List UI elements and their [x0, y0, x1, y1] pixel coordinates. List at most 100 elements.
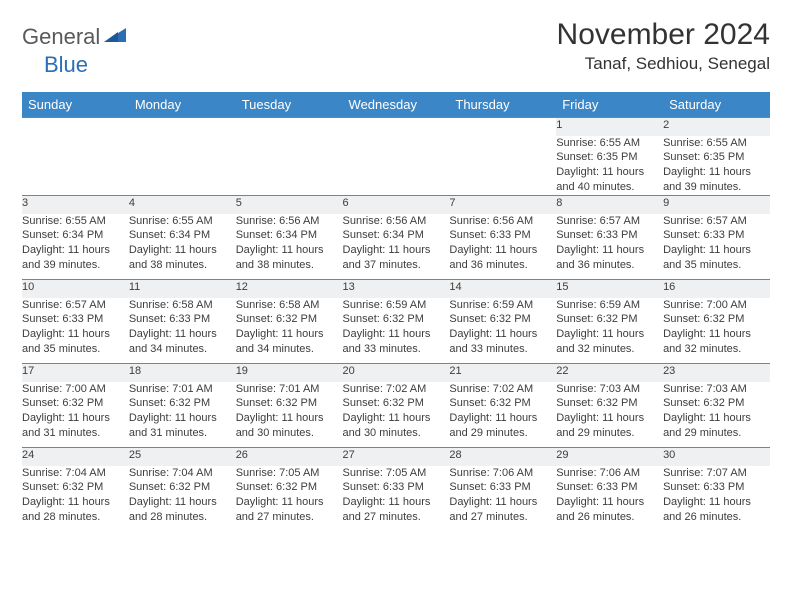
day-number-cell	[449, 118, 556, 136]
day-detail-cell: Sunrise: 6:59 AMSunset: 6:32 PMDaylight:…	[343, 298, 450, 364]
day-number-cell: 21	[449, 364, 556, 382]
sunset-text: Sunset: 6:32 PM	[129, 480, 236, 495]
day-detail-cell: Sunrise: 7:03 AMSunset: 6:32 PMDaylight:…	[556, 382, 663, 448]
day-number-cell: 14	[449, 280, 556, 298]
sunset-text: Sunset: 6:32 PM	[556, 312, 663, 327]
daylight-text: Daylight: 11 hours and 27 minutes.	[449, 495, 556, 525]
weekday-header: Thursday	[449, 92, 556, 118]
day-number-cell: 30	[663, 448, 770, 466]
day-detail-cell: Sunrise: 6:57 AMSunset: 6:33 PMDaylight:…	[22, 298, 129, 364]
sunrise-text: Sunrise: 6:58 AM	[129, 298, 236, 313]
daylight-text: Daylight: 11 hours and 38 minutes.	[129, 243, 236, 273]
sunrise-text: Sunrise: 7:06 AM	[556, 466, 663, 481]
day-number-cell: 12	[236, 280, 343, 298]
sunrise-text: Sunrise: 6:56 AM	[343, 214, 450, 229]
detail-row: Sunrise: 7:04 AMSunset: 6:32 PMDaylight:…	[22, 466, 770, 532]
daynum-row: 10111213141516	[22, 280, 770, 298]
brand-part2: Blue	[44, 52, 88, 78]
brand-logo: General	[22, 24, 130, 50]
daylight-text: Daylight: 11 hours and 36 minutes.	[449, 243, 556, 273]
day-number-cell: 22	[556, 364, 663, 382]
day-number-cell: 19	[236, 364, 343, 382]
sunrise-text: Sunrise: 7:07 AM	[663, 466, 770, 481]
sunset-text: Sunset: 6:34 PM	[236, 228, 343, 243]
day-detail-cell: Sunrise: 7:05 AMSunset: 6:32 PMDaylight:…	[236, 466, 343, 532]
sunset-text: Sunset: 6:33 PM	[22, 312, 129, 327]
sunset-text: Sunset: 6:32 PM	[22, 480, 129, 495]
daynum-row: 12	[22, 118, 770, 136]
daylight-text: Daylight: 11 hours and 28 minutes.	[22, 495, 129, 525]
weekday-header: Sunday	[22, 92, 129, 118]
sunset-text: Sunset: 6:33 PM	[449, 228, 556, 243]
sunset-text: Sunset: 6:32 PM	[343, 396, 450, 411]
day-number-cell: 24	[22, 448, 129, 466]
sunset-text: Sunset: 6:33 PM	[663, 228, 770, 243]
sunset-text: Sunset: 6:35 PM	[663, 150, 770, 165]
sunrise-text: Sunrise: 7:03 AM	[663, 382, 770, 397]
day-number-cell: 28	[449, 448, 556, 466]
daylight-text: Daylight: 11 hours and 29 minutes.	[663, 411, 770, 441]
sunrise-text: Sunrise: 6:59 AM	[449, 298, 556, 313]
day-detail-cell: Sunrise: 6:57 AMSunset: 6:33 PMDaylight:…	[663, 214, 770, 280]
sunset-text: Sunset: 6:33 PM	[556, 228, 663, 243]
day-detail-cell	[449, 136, 556, 196]
month-title: November 2024	[557, 18, 770, 52]
day-number-cell: 20	[343, 364, 450, 382]
sunrise-text: Sunrise: 7:01 AM	[236, 382, 343, 397]
day-detail-cell: Sunrise: 7:01 AMSunset: 6:32 PMDaylight:…	[129, 382, 236, 448]
daynum-row: 17181920212223	[22, 364, 770, 382]
day-detail-cell: Sunrise: 7:01 AMSunset: 6:32 PMDaylight:…	[236, 382, 343, 448]
daylight-text: Daylight: 11 hours and 34 minutes.	[129, 327, 236, 357]
sunset-text: Sunset: 6:32 PM	[343, 312, 450, 327]
day-detail-cell: Sunrise: 7:04 AMSunset: 6:32 PMDaylight:…	[129, 466, 236, 532]
day-number-cell	[236, 118, 343, 136]
day-detail-cell: Sunrise: 7:07 AMSunset: 6:33 PMDaylight:…	[663, 466, 770, 532]
sunrise-text: Sunrise: 7:04 AM	[129, 466, 236, 481]
day-detail-cell: Sunrise: 6:56 AMSunset: 6:34 PMDaylight:…	[343, 214, 450, 280]
day-number-cell: 27	[343, 448, 450, 466]
brand-mark-icon	[104, 26, 128, 49]
weekday-header: Friday	[556, 92, 663, 118]
calendar-body: 12Sunrise: 6:55 AMSunset: 6:35 PMDayligh…	[22, 118, 770, 532]
daylight-text: Daylight: 11 hours and 35 minutes.	[663, 243, 770, 273]
daylight-text: Daylight: 11 hours and 29 minutes.	[556, 411, 663, 441]
sunrise-text: Sunrise: 7:04 AM	[22, 466, 129, 481]
day-number-cell: 2	[663, 118, 770, 136]
day-detail-cell: Sunrise: 7:06 AMSunset: 6:33 PMDaylight:…	[449, 466, 556, 532]
sunrise-text: Sunrise: 7:00 AM	[22, 382, 129, 397]
day-number-cell: 17	[22, 364, 129, 382]
calendar-table: Sunday Monday Tuesday Wednesday Thursday…	[22, 92, 770, 532]
detail-row: Sunrise: 6:57 AMSunset: 6:33 PMDaylight:…	[22, 298, 770, 364]
daylight-text: Daylight: 11 hours and 37 minutes.	[343, 243, 450, 273]
day-detail-cell: Sunrise: 6:58 AMSunset: 6:33 PMDaylight:…	[129, 298, 236, 364]
day-number-cell: 4	[129, 196, 236, 214]
day-number-cell: 6	[343, 196, 450, 214]
day-detail-cell	[236, 136, 343, 196]
day-number-cell: 29	[556, 448, 663, 466]
sunrise-text: Sunrise: 6:56 AM	[236, 214, 343, 229]
sunrise-text: Sunrise: 7:03 AM	[556, 382, 663, 397]
sunrise-text: Sunrise: 7:05 AM	[236, 466, 343, 481]
sunset-text: Sunset: 6:33 PM	[129, 312, 236, 327]
daylight-text: Daylight: 11 hours and 33 minutes.	[343, 327, 450, 357]
daylight-text: Daylight: 11 hours and 35 minutes.	[22, 327, 129, 357]
day-detail-cell: Sunrise: 7:03 AMSunset: 6:32 PMDaylight:…	[663, 382, 770, 448]
sunrise-text: Sunrise: 6:55 AM	[556, 136, 663, 151]
daylight-text: Daylight: 11 hours and 32 minutes.	[663, 327, 770, 357]
sunset-text: Sunset: 6:33 PM	[343, 480, 450, 495]
sunset-text: Sunset: 6:32 PM	[236, 396, 343, 411]
sunset-text: Sunset: 6:32 PM	[22, 396, 129, 411]
day-number-cell: 26	[236, 448, 343, 466]
daylight-text: Daylight: 11 hours and 31 minutes.	[129, 411, 236, 441]
day-detail-cell: Sunrise: 7:06 AMSunset: 6:33 PMDaylight:…	[556, 466, 663, 532]
day-detail-cell: Sunrise: 6:58 AMSunset: 6:32 PMDaylight:…	[236, 298, 343, 364]
daynum-row: 24252627282930	[22, 448, 770, 466]
daylight-text: Daylight: 11 hours and 27 minutes.	[236, 495, 343, 525]
daylight-text: Daylight: 11 hours and 39 minutes.	[663, 165, 770, 195]
day-number-cell	[343, 118, 450, 136]
day-detail-cell: Sunrise: 6:56 AMSunset: 6:33 PMDaylight:…	[449, 214, 556, 280]
daylight-text: Daylight: 11 hours and 31 minutes.	[22, 411, 129, 441]
day-number-cell	[129, 118, 236, 136]
sunrise-text: Sunrise: 6:59 AM	[556, 298, 663, 313]
day-detail-cell: Sunrise: 6:55 AMSunset: 6:34 PMDaylight:…	[129, 214, 236, 280]
